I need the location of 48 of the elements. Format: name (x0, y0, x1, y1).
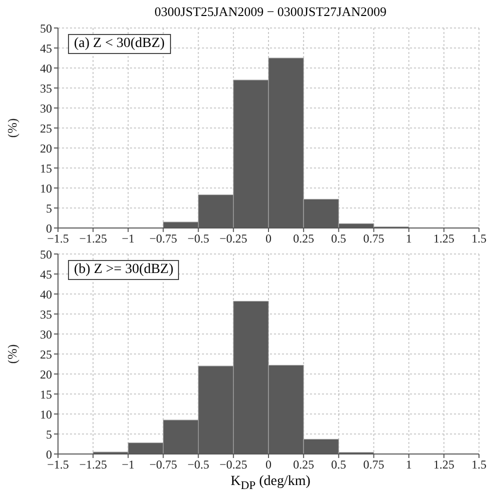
y-tick-label: 25 (40, 347, 52, 362)
y-tick-label: 5 (46, 427, 52, 442)
x-tick-label: −0.25 (220, 458, 248, 472)
y-tick-label: 35 (40, 307, 52, 322)
y-tick-label: 45 (40, 41, 52, 56)
y-tick-label: 35 (40, 81, 52, 96)
x-tick-label: −1 (122, 232, 135, 246)
y-tick-label: 20 (40, 141, 52, 156)
y-tick-label: 15 (40, 161, 52, 176)
y-tick-label: 45 (40, 267, 52, 282)
x-tick-label: 0.5 (331, 458, 346, 472)
y-tick-label: 50 (40, 21, 52, 36)
y-tick-label: 50 (40, 247, 52, 262)
annotation: (a) Z < 30(dBZ) (68, 34, 171, 54)
x-tick-label: −1.25 (79, 232, 107, 246)
annotation: (b) Z >= 30(dBZ) (68, 260, 180, 280)
x-tick-label: 0.75 (363, 458, 384, 472)
x-tick-label: 1 (406, 458, 412, 472)
x-tick-label: 1.25 (433, 458, 454, 472)
y-tick-label: 5 (46, 201, 52, 216)
y-tick-label: 20 (40, 367, 52, 382)
x-tick-label: −1.25 (79, 458, 107, 472)
y-tick-label: 40 (40, 61, 52, 76)
x-tick-label: −0.25 (220, 232, 248, 246)
x-tick-label: 0.5 (331, 232, 346, 246)
y-tick-label: 25 (40, 121, 52, 136)
x-tick-label: −0.75 (149, 458, 178, 472)
x-tick-label: 1.5 (472, 232, 486, 246)
x-tick-label: 1.25 (433, 232, 454, 246)
x-tick-label: 0 (266, 232, 272, 246)
chart-title: 0300JST25JAN2009 − 0300JST27JAN2009 (154, 3, 388, 21)
x-tick-label: 0.75 (363, 232, 384, 246)
y-tick-label: 10 (40, 181, 52, 196)
x-tick-label: −0.5 (187, 232, 210, 246)
y-tick-label: 30 (40, 327, 52, 342)
y-tick-label: 40 (40, 287, 52, 302)
x-tick-label: 0 (266, 458, 272, 472)
x-tick-label: −1 (122, 458, 135, 472)
x-tick-label: 0.25 (293, 232, 314, 246)
x-tick-label: −0.75 (149, 232, 178, 246)
y-tick-label: 15 (40, 387, 52, 402)
y-tick-label: 30 (40, 101, 52, 116)
y-tick-label: 10 (40, 407, 52, 422)
x-tick-label: 1 (406, 232, 412, 246)
x-tick-label: 0.25 (293, 458, 314, 472)
x-tick-label: 1.5 (472, 458, 486, 472)
x-axis-title: K$_{DP}$ (deg/km) (230, 474, 312, 492)
x-tick-label: −0.5 (187, 458, 210, 472)
